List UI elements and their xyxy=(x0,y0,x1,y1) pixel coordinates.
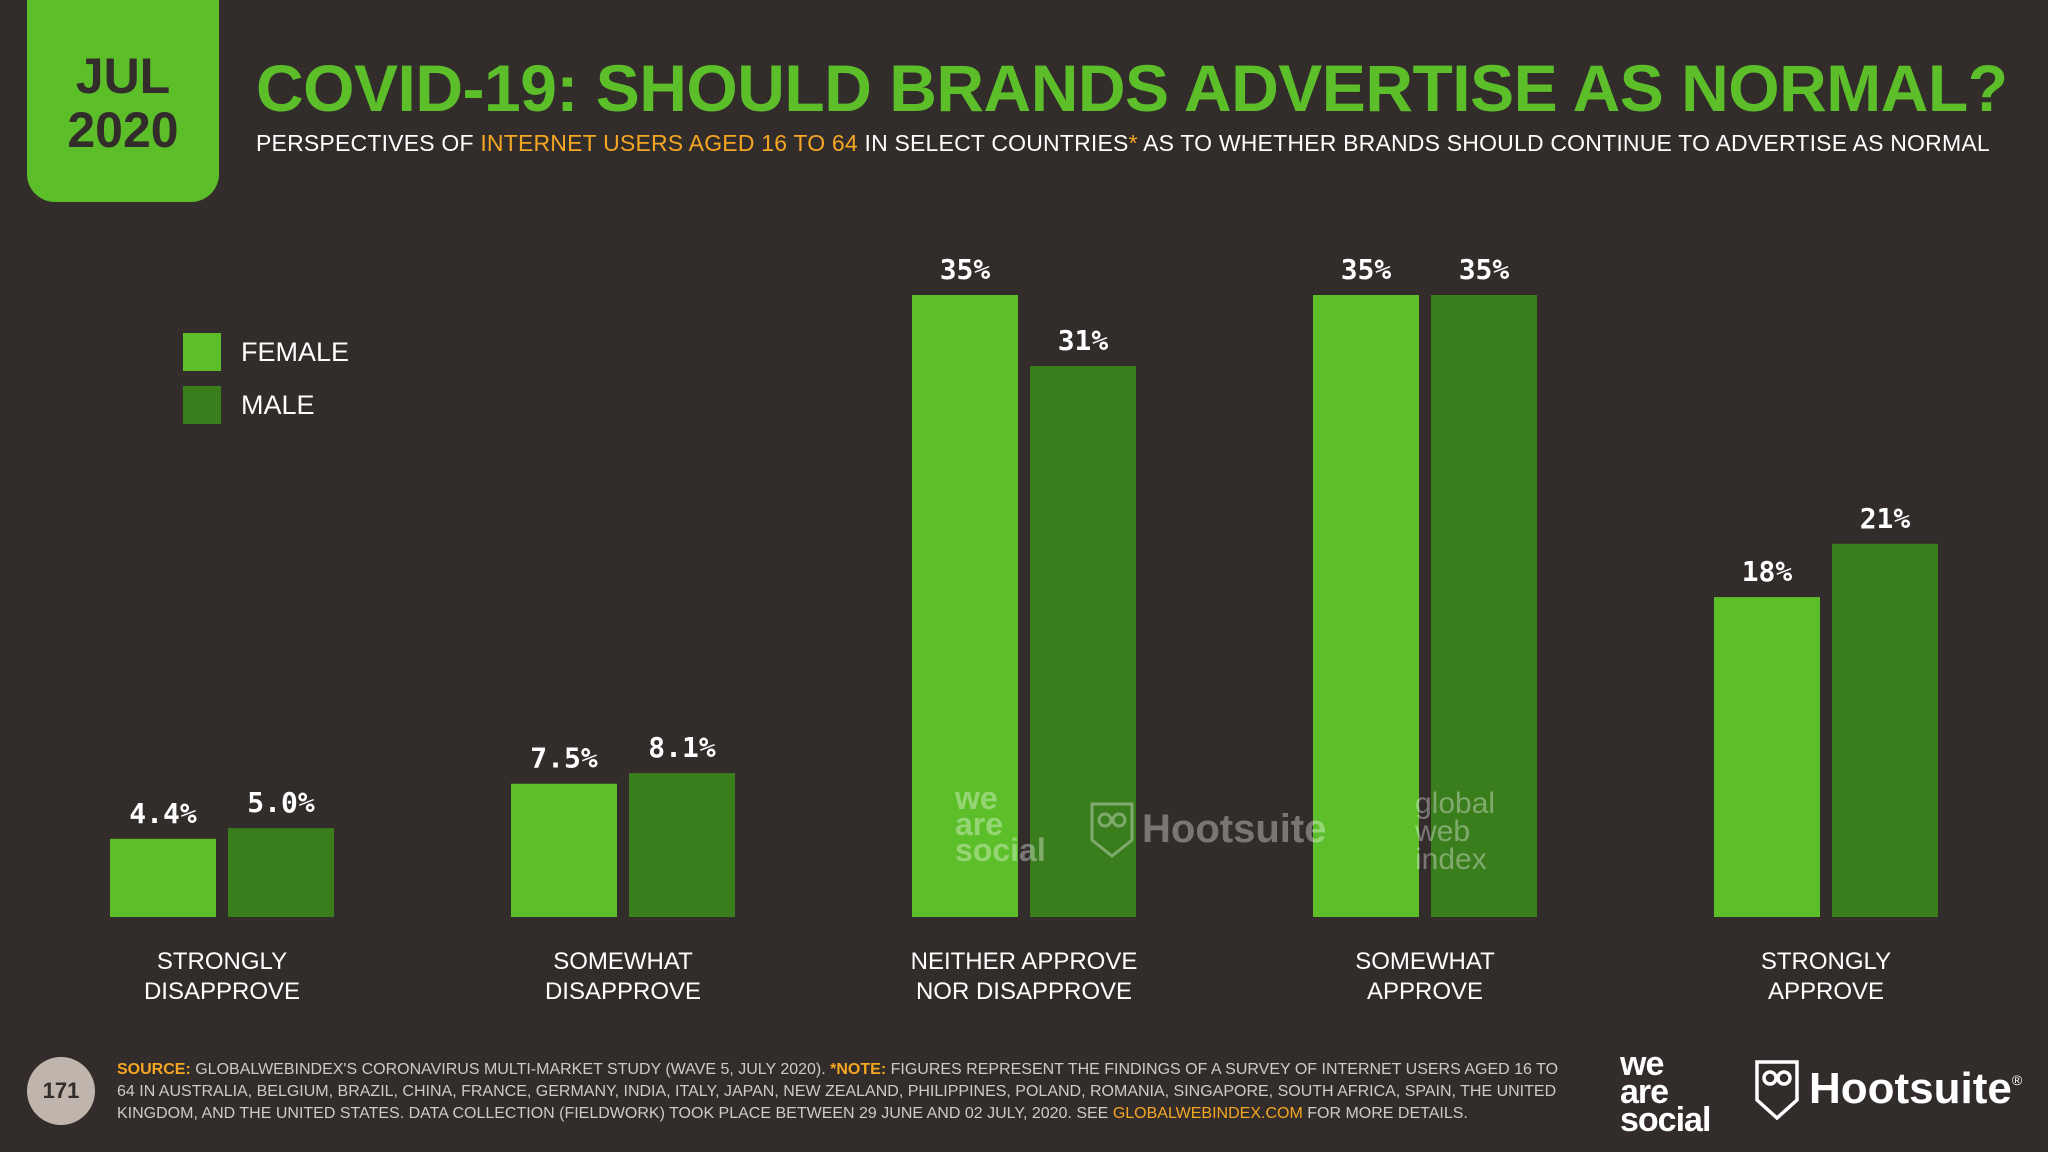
badge-year: 2020 xyxy=(67,102,179,158)
subtitle-part1: PERSPECTIVES OF xyxy=(256,130,474,156)
data-label-male-4: 21% xyxy=(1860,502,1911,535)
data-label-female-4: 18% xyxy=(1742,555,1793,588)
bar-female-2 xyxy=(912,295,1018,917)
bar-female-0 xyxy=(110,838,216,917)
bar-male-2 xyxy=(1030,366,1136,918)
bar-male-0 xyxy=(228,828,334,917)
subtitle-part3: AS TO WHETHER BRANDS SHOULD CONTINUE TO … xyxy=(1143,130,1990,156)
category-label-1-1: DISAPPROVE xyxy=(545,978,701,1005)
legend-swatch-male xyxy=(183,386,221,424)
category-label-0-0: STRONGLY xyxy=(157,948,287,975)
bar-male-4 xyxy=(1832,543,1938,917)
we-are-social-logo: we are social xyxy=(1620,1045,1711,1139)
source-label: SOURCE: xyxy=(117,1061,191,1078)
note-label: *NOTE: xyxy=(830,1061,887,1078)
date-badge: JUL 2020 xyxy=(27,0,219,202)
category-label-4-0: STRONGLY xyxy=(1761,948,1891,975)
category-label-2-1: NOR DISAPPROVE xyxy=(916,978,1132,1005)
watermark-hootsuite: Hootsuite xyxy=(1090,800,1326,858)
bar-male-1 xyxy=(629,773,735,917)
source-tail: FOR MORE DETAILS. xyxy=(1307,1105,1468,1122)
source-text: GLOBALWEBINDEX'S CORONAVIRUS MULTI-MARKE… xyxy=(195,1061,826,1078)
subtitle-asterisk: * xyxy=(1128,130,1138,156)
data-label-female-1: 7.5% xyxy=(530,742,598,775)
legend-label-female: FEMALE xyxy=(241,336,350,367)
source-link[interactable]: GLOBALWEBINDEX.COM xyxy=(1112,1105,1303,1122)
bar-female-3 xyxy=(1313,295,1419,917)
legend-label-male: MALE xyxy=(241,389,315,420)
category-label-3-0: SOMEWHAT xyxy=(1355,948,1495,975)
data-label-female-0: 4.4% xyxy=(129,797,197,830)
note-text: FIGURES REPRESENT THE FINDINGS OF A SURV… xyxy=(117,1061,1559,1122)
watermark-gwi: global web index xyxy=(1415,787,1496,876)
bar-female-4 xyxy=(1714,597,1820,917)
data-label-male-2: 31% xyxy=(1058,324,1109,357)
owl-icon xyxy=(1090,802,1134,858)
legend-item-female: FEMALE xyxy=(183,332,349,372)
category-label-3-1: APPROVE xyxy=(1367,978,1483,1005)
category-label-0-1: DISAPPROVE xyxy=(144,978,300,1005)
data-label-male-1: 8.1% xyxy=(648,731,716,764)
hootsuite-logo: Hootsuite ® xyxy=(1755,1058,2022,1120)
legend-item-male: MALE xyxy=(183,385,349,425)
page-title: COVID-19: SHOULD BRANDS ADVERTISE AS NOR… xyxy=(256,51,2008,125)
legend-swatch-female xyxy=(183,333,221,371)
page-number: 171 xyxy=(27,1057,95,1125)
subtitle-highlight: INTERNET USERS AGED 16 TO 64 xyxy=(480,130,858,156)
subtitle-part2: IN SELECT COUNTRIES xyxy=(864,130,1129,156)
category-label-1-0: SOMEWHAT xyxy=(553,948,693,975)
page-subtitle: PERSPECTIVES OF INTERNET USERS AGED 16 T… xyxy=(256,130,1990,157)
hootsuite-wordmark: Hootsuite xyxy=(1809,1064,2012,1113)
bar-female-1 xyxy=(511,783,617,917)
badge-month: JUL xyxy=(75,48,171,104)
category-label-4-1: APPROVE xyxy=(1768,978,1884,1005)
data-label-male-3: 35% xyxy=(1459,253,1510,286)
source-note: SOURCE: GLOBALWEBINDEX'S CORONAVIRUS MUL… xyxy=(117,1059,1577,1125)
owl-icon xyxy=(1755,1060,1799,1120)
data-label-female-2: 35% xyxy=(940,253,991,286)
chart-legend: FEMALE MALE xyxy=(183,332,349,438)
watermark-we-are-social: we are social xyxy=(955,780,1046,868)
data-label-male-0: 5.0% xyxy=(247,786,315,819)
data-label-female-3: 35% xyxy=(1341,253,1392,286)
bar-male-3 xyxy=(1431,295,1537,917)
category-label-2-0: NEITHER APPROVE xyxy=(911,948,1138,975)
